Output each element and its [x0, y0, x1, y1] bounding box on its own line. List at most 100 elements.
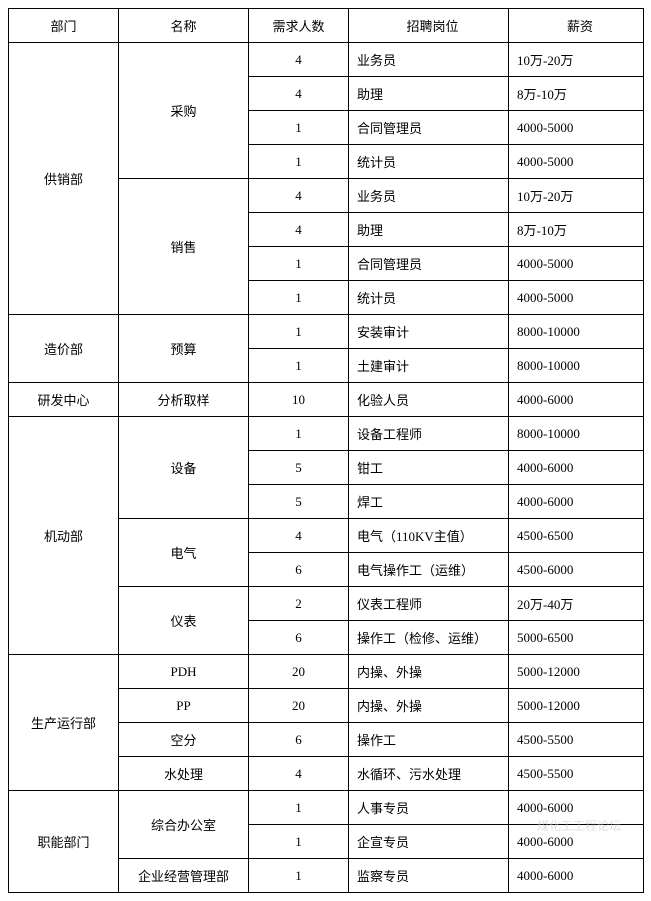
cell-position: 合同管理员: [349, 247, 509, 281]
cell-salary: 10万-20万: [509, 43, 644, 77]
cell-count: 1: [249, 247, 349, 281]
cell-position: 操作工（检修、运维）: [349, 621, 509, 655]
cell-name: PP: [119, 689, 249, 723]
table-row: 机动部设备1设备工程师8000-10000: [9, 417, 644, 451]
cell-salary: 4500-6000: [509, 553, 644, 587]
cell-count: 1: [249, 315, 349, 349]
cell-salary: 8万-10万: [509, 213, 644, 247]
cell-dept: 供销部: [9, 43, 119, 315]
cell-salary: 8000-10000: [509, 417, 644, 451]
cell-count: 10: [249, 383, 349, 417]
cell-salary: 5000-6500: [509, 621, 644, 655]
cell-position: 企宣专员: [349, 825, 509, 859]
cell-salary: 10万-20万: [509, 179, 644, 213]
cell-position: 监察专员: [349, 859, 509, 893]
table-row: 研发中心分析取样10化验人员4000-6000: [9, 383, 644, 417]
cell-position: 业务员: [349, 43, 509, 77]
header-position: 招聘岗位: [349, 9, 509, 43]
cell-position: 安装审计: [349, 315, 509, 349]
cell-position: 焊工: [349, 485, 509, 519]
cell-count: 4: [249, 179, 349, 213]
cell-count: 4: [249, 43, 349, 77]
cell-salary: 4500-6500: [509, 519, 644, 553]
table-row: 生产运行部PDH20内操、外操5000-12000: [9, 655, 644, 689]
cell-name: PDH: [119, 655, 249, 689]
cell-salary: 20万-40万: [509, 587, 644, 621]
cell-position: 助理: [349, 77, 509, 111]
cell-count: 5: [249, 451, 349, 485]
recruitment-table: 部门 名称 需求人数 招聘岗位 薪资 供销部采购4业务员10万-20万4助理8万…: [8, 8, 644, 893]
cell-name: 预算: [119, 315, 249, 383]
cell-dept: 研发中心: [9, 383, 119, 417]
cell-count: 4: [249, 519, 349, 553]
cell-count: 4: [249, 77, 349, 111]
header-count: 需求人数: [249, 9, 349, 43]
cell-count: 6: [249, 621, 349, 655]
cell-dept: 机动部: [9, 417, 119, 655]
cell-salary: 4000-6000: [509, 791, 644, 825]
cell-count: 6: [249, 723, 349, 757]
cell-position: 内操、外操: [349, 689, 509, 723]
cell-count: 20: [249, 689, 349, 723]
cell-count: 4: [249, 213, 349, 247]
cell-position: 电气（110KV主值）: [349, 519, 509, 553]
cell-position: 人事专员: [349, 791, 509, 825]
cell-salary: 4000-6000: [509, 383, 644, 417]
cell-position: 钳工: [349, 451, 509, 485]
table-row: 职能部门综合办公室1人事专员4000-6000: [9, 791, 644, 825]
cell-count: 1: [249, 859, 349, 893]
cell-position: 统计员: [349, 281, 509, 315]
cell-name: 水处理: [119, 757, 249, 791]
cell-name: 分析取样: [119, 383, 249, 417]
cell-position: 仪表工程师: [349, 587, 509, 621]
cell-salary: 4000-6000: [509, 451, 644, 485]
cell-name: 采购: [119, 43, 249, 179]
cell-position: 助理: [349, 213, 509, 247]
cell-salary: 4000-5000: [509, 111, 644, 145]
cell-position: 设备工程师: [349, 417, 509, 451]
cell-position: 内操、外操: [349, 655, 509, 689]
cell-position: 水循环、污水处理: [349, 757, 509, 791]
cell-count: 1: [249, 825, 349, 859]
cell-dept: 生产运行部: [9, 655, 119, 791]
cell-count: 1: [249, 791, 349, 825]
cell-position: 化验人员: [349, 383, 509, 417]
cell-name: 仪表: [119, 587, 249, 655]
cell-name: 综合办公室: [119, 791, 249, 859]
cell-salary: 4500-5500: [509, 723, 644, 757]
cell-count: 1: [249, 281, 349, 315]
cell-salary: 4000-6000: [509, 859, 644, 893]
cell-count: 20: [249, 655, 349, 689]
cell-count: 4: [249, 757, 349, 791]
cell-salary: 4000-5000: [509, 247, 644, 281]
cell-dept: 造价部: [9, 315, 119, 383]
cell-salary: 8000-10000: [509, 315, 644, 349]
cell-salary: 4000-6000: [509, 485, 644, 519]
cell-count: 1: [249, 145, 349, 179]
cell-position: 操作工: [349, 723, 509, 757]
cell-salary: 8万-10万: [509, 77, 644, 111]
cell-count: 2: [249, 587, 349, 621]
header-dept: 部门: [9, 9, 119, 43]
cell-name: 空分: [119, 723, 249, 757]
cell-salary: 8000-10000: [509, 349, 644, 383]
cell-name: 销售: [119, 179, 249, 315]
cell-count: 5: [249, 485, 349, 519]
cell-count: 1: [249, 349, 349, 383]
cell-position: 统计员: [349, 145, 509, 179]
cell-count: 1: [249, 417, 349, 451]
header-name: 名称: [119, 9, 249, 43]
header-salary: 薪资: [509, 9, 644, 43]
cell-count: 1: [249, 111, 349, 145]
cell-name: 设备: [119, 417, 249, 519]
cell-salary: 4500-5500: [509, 757, 644, 791]
cell-position: 合同管理员: [349, 111, 509, 145]
table-header-row: 部门 名称 需求人数 招聘岗位 薪资: [9, 9, 644, 43]
table-body: 供销部采购4业务员10万-20万4助理8万-10万1合同管理员4000-5000…: [9, 43, 644, 893]
cell-position: 业务员: [349, 179, 509, 213]
cell-salary: 4000-5000: [509, 145, 644, 179]
cell-salary: 5000-12000: [509, 689, 644, 723]
cell-name: 电气: [119, 519, 249, 587]
table-row: 供销部采购4业务员10万-20万: [9, 43, 644, 77]
cell-name: 企业经营管理部: [119, 859, 249, 893]
